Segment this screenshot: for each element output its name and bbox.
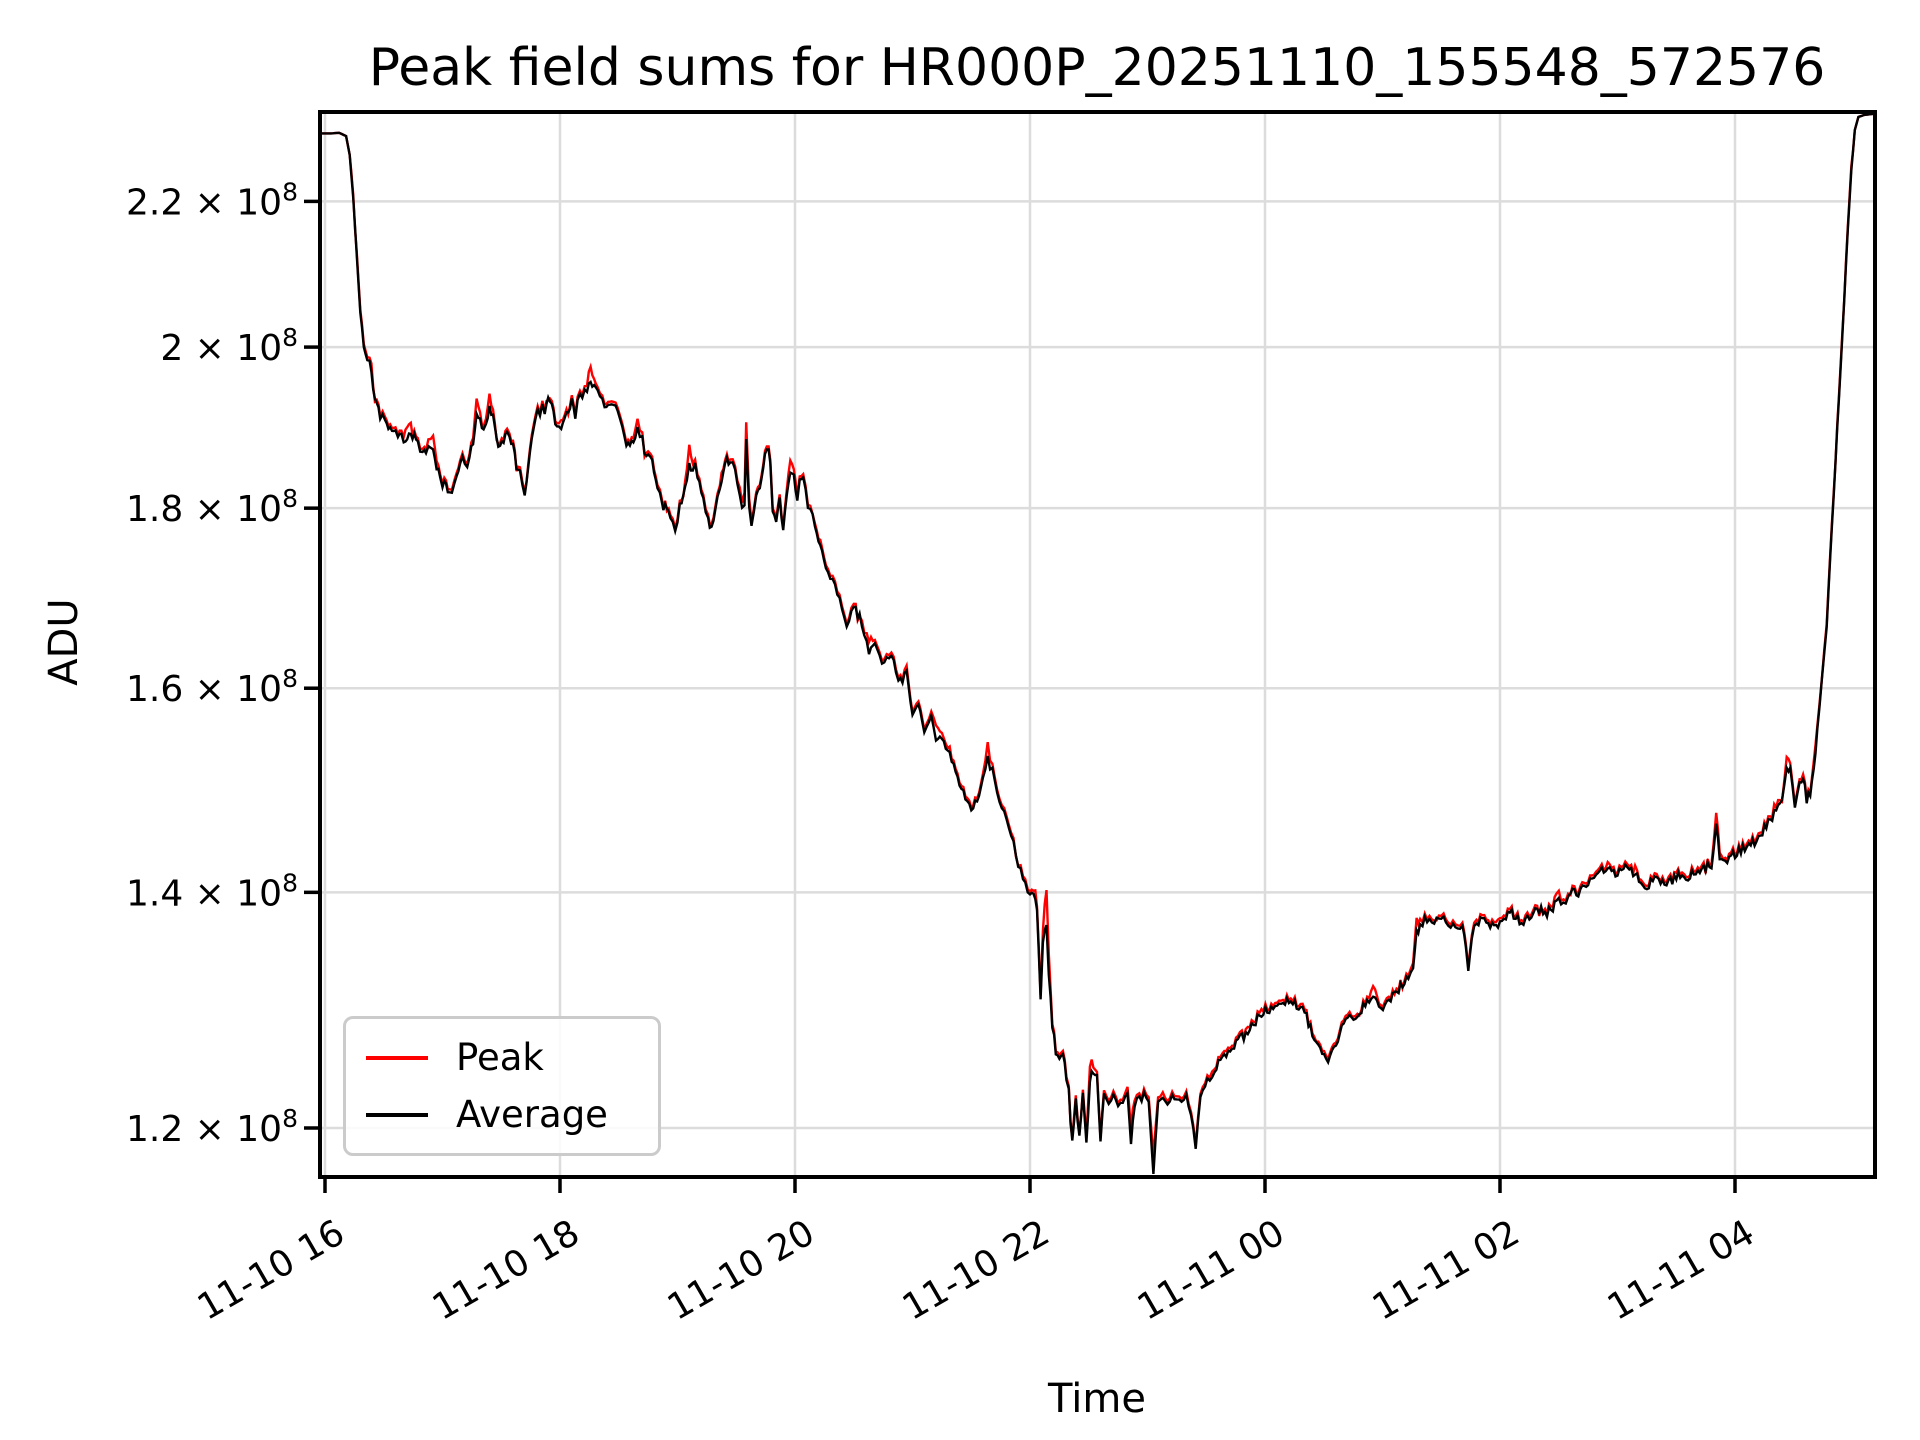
svg-text:1.2 × 108: 1.2 × 108 [126, 1104, 298, 1150]
legend-label-average: Average [456, 1093, 608, 1136]
svg-text:11-11 00: 11-11 00 [1131, 1212, 1292, 1328]
svg-text:1.4 × 108: 1.4 × 108 [126, 868, 298, 914]
svg-text:11-10 18: 11-10 18 [426, 1212, 587, 1328]
legend: Peak Average [343, 1016, 661, 1156]
legend-label-peak: Peak [456, 1036, 544, 1079]
x-axis-label: Time [1048, 1376, 1146, 1422]
svg-text:2 × 108: 2 × 108 [160, 323, 298, 369]
svg-text:11-11 04: 11-11 04 [1601, 1212, 1762, 1328]
y-axis-label: ADU [41, 598, 87, 686]
svg-text:11-10 16: 11-10 16 [191, 1212, 352, 1328]
chart-title: Peak field sums for HR000P_20251110_1555… [368, 38, 1826, 98]
svg-text:11-10 20: 11-10 20 [661, 1212, 822, 1328]
svg-text:11-10 22: 11-10 22 [896, 1212, 1057, 1328]
svg-text:2.2 × 108: 2.2 × 108 [126, 177, 298, 223]
peak-line-swatch [366, 1055, 428, 1060]
svg-text:1.6 × 108: 1.6 × 108 [126, 664, 298, 710]
legend-item-average: Average [366, 1096, 658, 1133]
svg-text:11-11 02: 11-11 02 [1366, 1212, 1527, 1328]
svg-text:1.8 × 108: 1.8 × 108 [126, 484, 298, 530]
legend-item-peak: Peak [366, 1039, 658, 1076]
average-line-swatch [366, 1112, 428, 1117]
